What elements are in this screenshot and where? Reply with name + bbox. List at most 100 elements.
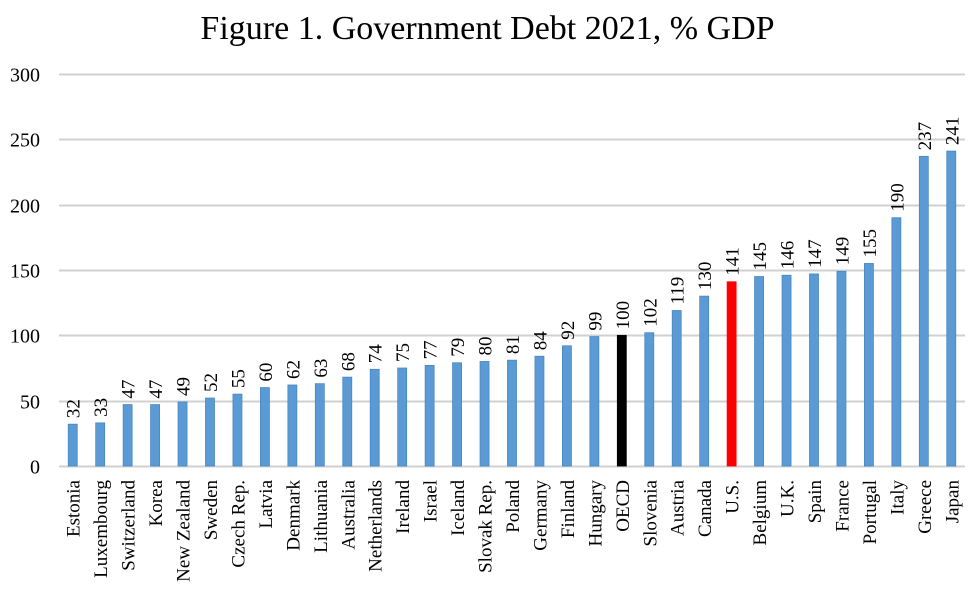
- category-label: Latvia: [256, 479, 277, 528]
- bar: [699, 295, 710, 467]
- category-label: Spain: [805, 480, 826, 524]
- category-label: Slovak Rep.: [476, 480, 497, 573]
- bar: [507, 359, 517, 467]
- data-label: 47: [146, 380, 167, 399]
- category-label: Switzerland: [119, 480, 140, 571]
- category-label: Czech Rep.: [228, 480, 249, 568]
- data-label: 52: [201, 373, 222, 392]
- category-label: Austria: [668, 479, 689, 536]
- bar: [726, 281, 737, 467]
- chart-title: Figure 1. Government Debt 2021, % GDP: [200, 10, 775, 47]
- bar: [589, 336, 600, 467]
- category-label: Slovenia: [640, 479, 661, 546]
- bar: [150, 404, 160, 467]
- category-label: Netherlands: [366, 480, 387, 572]
- bar: [644, 332, 655, 467]
- data-label: 149: [832, 237, 853, 266]
- bar: [809, 273, 819, 467]
- data-label: 49: [174, 377, 195, 396]
- category-label: Denmark: [283, 480, 304, 551]
- category-label: Luxembourg: [91, 480, 112, 578]
- data-label: 62: [283, 360, 304, 379]
- data-label: 33: [91, 398, 112, 417]
- bar: [95, 422, 106, 467]
- bar: [616, 334, 627, 467]
- data-label: 75: [393, 343, 414, 362]
- bar: [205, 397, 215, 467]
- category-label: France: [832, 480, 853, 532]
- bar: [781, 274, 792, 467]
- data-label: 47: [119, 380, 140, 399]
- data-label: 141: [723, 247, 744, 276]
- data-label: 146: [778, 241, 799, 270]
- bar: [177, 401, 188, 467]
- bar: [397, 367, 408, 467]
- category-label: Sweden: [201, 480, 222, 541]
- data-label: 80: [476, 336, 497, 355]
- bar: [260, 387, 270, 467]
- bar: [342, 376, 353, 467]
- bar: [479, 361, 490, 467]
- y-tick-label: 300: [10, 65, 40, 87]
- category-label: New Zealand: [174, 480, 195, 582]
- category-label: Finland: [558, 480, 579, 539]
- data-label: 100: [613, 301, 634, 330]
- category-label: Japan: [942, 480, 963, 524]
- bar: [534, 355, 545, 467]
- category-label: OECD: [613, 480, 634, 532]
- bar: [754, 276, 764, 467]
- data-label: 60: [256, 363, 277, 382]
- data-label: 102: [640, 298, 661, 327]
- data-label: 99: [585, 312, 606, 331]
- category-label: U.K.: [778, 480, 799, 517]
- bar: [891, 217, 902, 467]
- y-tick-label: 200: [10, 196, 40, 218]
- bar: [369, 368, 380, 467]
- bar: [946, 150, 957, 467]
- category-label: Iceland: [448, 480, 469, 536]
- bar: [562, 345, 572, 467]
- data-label: 55: [228, 369, 249, 388]
- bar: [287, 384, 298, 467]
- x-axis-categories: Estonia Luxembourg Switzerland Korea New Zea…: [64, 479, 964, 581]
- y-tick-label: 150: [10, 261, 40, 283]
- category-label: Canada: [695, 479, 716, 537]
- data-label: 68: [338, 352, 359, 371]
- bars: [67, 150, 957, 467]
- category-label: Korea: [146, 479, 167, 526]
- category-label: Israel: [421, 480, 442, 522]
- data-label: 119: [668, 277, 689, 305]
- category-label: U.S.: [723, 480, 744, 514]
- data-label: 145: [750, 242, 771, 271]
- data-label: 155: [860, 229, 881, 258]
- y-axis-ticks: 0 50 100 150 200 250 300: [10, 65, 40, 479]
- data-label: 190: [887, 183, 908, 212]
- category-label: Belgium: [750, 480, 771, 546]
- bar: [67, 423, 78, 467]
- bar: [232, 393, 243, 467]
- data-label: 81: [503, 335, 524, 354]
- bar: [314, 383, 325, 467]
- data-labels: 32 33 47 47 49 52 55 60 62 63 68 74 75 77 79 80 81 84 92 99…: [64, 117, 964, 419]
- data-label: 147: [805, 239, 826, 268]
- data-label: 84: [530, 331, 551, 351]
- category-label: Germany: [530, 480, 551, 551]
- data-label: 92: [558, 321, 579, 340]
- category-label: Lithuania: [311, 479, 332, 552]
- category-label: Italy: [887, 480, 908, 515]
- bar: [918, 155, 929, 467]
- bar: [452, 362, 462, 467]
- bar: [424, 364, 435, 467]
- category-label: Poland: [503, 480, 524, 533]
- data-label: 241: [942, 117, 963, 146]
- y-tick-label: 250: [10, 130, 40, 152]
- category-label: Ireland: [393, 480, 414, 534]
- bar: [836, 270, 847, 467]
- data-label: 237: [915, 122, 936, 151]
- data-label: 77: [421, 340, 442, 359]
- bar: [671, 310, 682, 467]
- data-label: 32: [64, 399, 85, 418]
- category-label: Portugal: [860, 480, 881, 544]
- y-tick-label: 100: [10, 326, 40, 348]
